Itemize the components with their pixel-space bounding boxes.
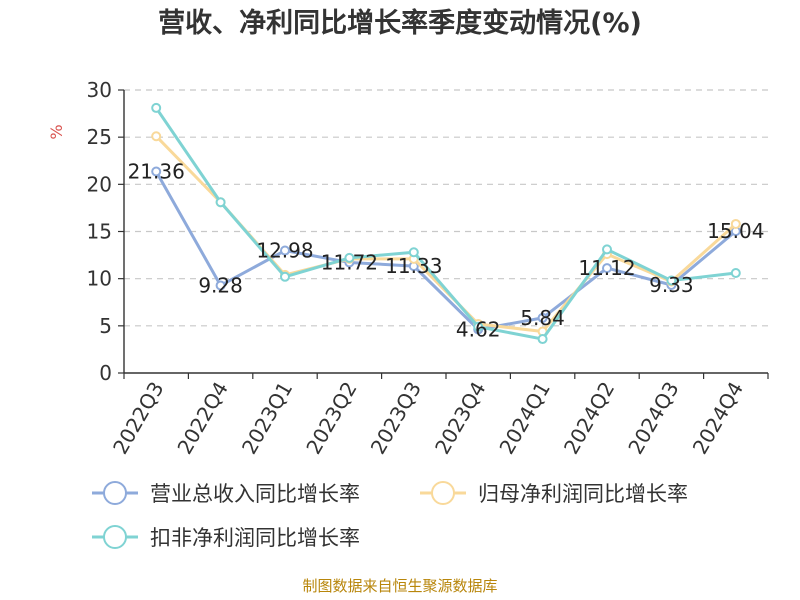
data-label: 11.12 bbox=[578, 256, 635, 280]
legend-item-3: 扣非净利润同比增长率 bbox=[92, 525, 360, 550]
data-label: 4.62 bbox=[456, 317, 501, 341]
legend-label: 扣非净利润同比增长率 bbox=[150, 526, 360, 550]
data-point bbox=[730, 268, 741, 279]
data-point bbox=[344, 252, 355, 263]
data-label: 21.36 bbox=[128, 160, 185, 184]
data-point bbox=[473, 321, 484, 332]
legend-label: 归母净利润同比增长率 bbox=[478, 482, 688, 506]
series-line bbox=[154, 107, 736, 341]
data-point bbox=[537, 312, 548, 323]
x-tick-label: 2024Q1 bbox=[494, 378, 554, 459]
data-point bbox=[151, 131, 162, 142]
legend-marker bbox=[103, 481, 127, 505]
data-label: 15.04 bbox=[707, 219, 764, 243]
gridlines bbox=[124, 89, 768, 327]
y-tick-label: 30 bbox=[87, 78, 112, 102]
data-label: 12.98 bbox=[256, 239, 313, 263]
data-label: 9.33 bbox=[649, 273, 694, 297]
series-line bbox=[155, 135, 737, 333]
legend-label: 营业总收入同比增长率 bbox=[150, 482, 360, 506]
data-label: 11.72 bbox=[321, 250, 378, 274]
data-point bbox=[280, 245, 290, 256]
x-tick-label: 2024Q3 bbox=[623, 378, 683, 459]
x-tick-label: 2023Q1 bbox=[237, 378, 297, 459]
series-2 bbox=[151, 131, 741, 337]
data-point bbox=[666, 275, 677, 286]
x-tick-label: 2023Q4 bbox=[430, 378, 490, 459]
y-tick-label: 20 bbox=[87, 172, 112, 196]
legend-marker bbox=[431, 481, 455, 505]
data-point bbox=[151, 102, 162, 113]
legend-item-2: 归母净利润同比增长率 bbox=[420, 481, 688, 506]
series-1 bbox=[151, 166, 741, 335]
x-tick-label: 2024Q4 bbox=[688, 378, 748, 459]
series-3 bbox=[151, 102, 741, 345]
data-label: 5.84 bbox=[520, 306, 565, 330]
data-point bbox=[215, 197, 226, 208]
y-tick-label: 15 bbox=[87, 220, 112, 244]
y-tick-label: 25 bbox=[87, 125, 112, 149]
y-tick-label: 5 bbox=[99, 314, 112, 338]
data-label: 11.33 bbox=[385, 254, 442, 278]
x-tick-label: 2023Q2 bbox=[301, 378, 361, 459]
data-point bbox=[730, 218, 741, 229]
source-note: 制图数据来自恒生聚源数据库 bbox=[302, 577, 498, 595]
legend-item-1: 营业总收入同比增长率 bbox=[92, 481, 360, 506]
data-point bbox=[215, 280, 226, 291]
data-labels: 21.36 9.28 12.98 11.72 11.33 4.62 5.84 11.12 9.3… bbox=[128, 160, 765, 342]
data-point bbox=[151, 166, 162, 177]
y-axis-label: % bbox=[47, 124, 66, 139]
data-point bbox=[408, 247, 419, 258]
data-point bbox=[280, 271, 290, 282]
data-point bbox=[537, 334, 548, 345]
data-label: 9.28 bbox=[198, 273, 243, 297]
legend-marker bbox=[103, 525, 127, 549]
x-tick-label: 2022Q3 bbox=[108, 378, 168, 459]
y-tick-label: 0 bbox=[99, 361, 112, 385]
x-tick-label: 2022Q4 bbox=[172, 378, 232, 459]
data-point bbox=[602, 244, 612, 255]
chart-title: 营收、净利同比增长率季度变动情况(%) bbox=[158, 8, 642, 39]
y-tick-label: 10 bbox=[87, 267, 112, 291]
x-tick-label: 2023Q3 bbox=[366, 378, 426, 459]
x-tick-label: 2024Q2 bbox=[559, 378, 619, 459]
series-layer bbox=[151, 102, 741, 345]
series-line bbox=[154, 170, 737, 331]
data-point bbox=[602, 263, 612, 274]
